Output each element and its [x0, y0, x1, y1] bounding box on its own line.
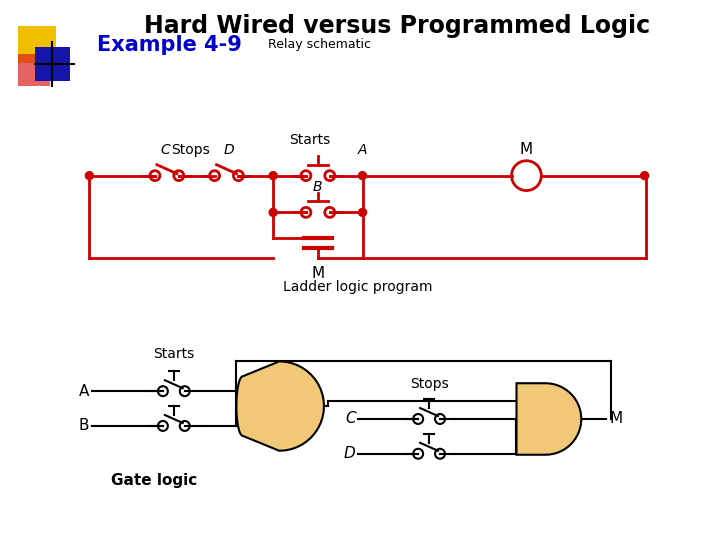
Text: Hard Wired versus Programmed Logic: Hard Wired versus Programmed Logic: [144, 14, 650, 38]
Text: M: M: [609, 411, 622, 427]
Circle shape: [359, 172, 366, 180]
Bar: [18, 55, 50, 86]
Bar: [18, 26, 55, 63]
Text: Stops: Stops: [410, 377, 449, 391]
Circle shape: [269, 208, 277, 217]
Text: D: D: [344, 446, 356, 461]
Text: B: B: [79, 418, 89, 434]
Text: C: C: [345, 411, 356, 427]
Text: Stops: Stops: [171, 143, 210, 157]
Circle shape: [641, 172, 649, 180]
Circle shape: [269, 172, 277, 180]
Text: Example 4-9: Example 4-9: [97, 35, 242, 55]
Text: C: C: [160, 143, 170, 157]
Text: M: M: [311, 266, 325, 281]
Text: A: A: [79, 384, 89, 399]
Circle shape: [359, 208, 366, 217]
Text: B: B: [313, 179, 323, 193]
Polygon shape: [236, 361, 324, 451]
Text: Ladder logic program: Ladder logic program: [283, 280, 432, 294]
Text: Gate logic: Gate logic: [111, 473, 197, 488]
Text: Relay schematic: Relay schematic: [268, 38, 372, 51]
Text: Starts: Starts: [153, 347, 194, 361]
Polygon shape: [516, 383, 581, 455]
Circle shape: [86, 172, 94, 180]
Text: A: A: [358, 143, 367, 157]
Text: D: D: [223, 143, 234, 157]
Bar: [35, 46, 70, 82]
Text: M: M: [520, 142, 533, 157]
Text: Starts: Starts: [289, 133, 330, 147]
